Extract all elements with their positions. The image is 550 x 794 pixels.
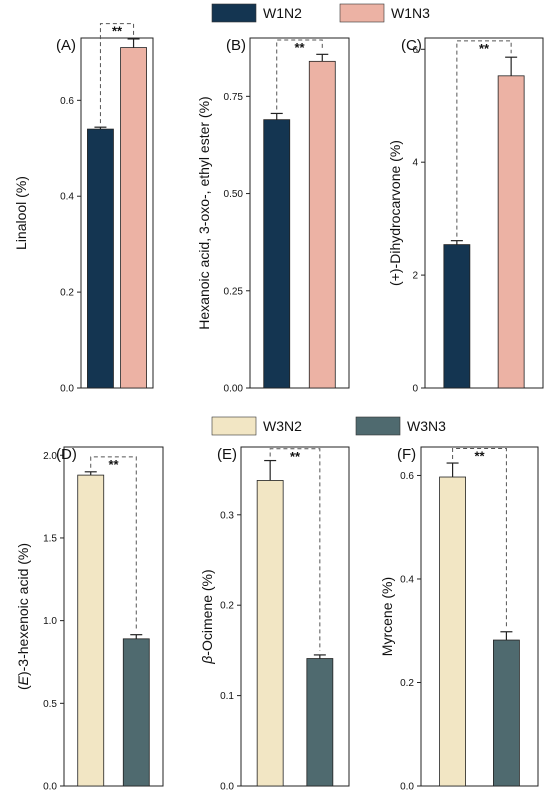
- significance-bracket: [99, 23, 135, 124]
- y-tick-label: 1.0: [43, 616, 57, 627]
- legend-swatch-w3n2: [211, 416, 257, 436]
- significance-label: **: [294, 40, 305, 55]
- bar-w3n3: [122, 638, 150, 787]
- bar-w1n2: [87, 128, 114, 389]
- significance-label: **: [479, 41, 490, 56]
- significance-bracket: [90, 456, 137, 631]
- y-tick-label: 2: [412, 271, 418, 282]
- bar-w3n2: [439, 476, 466, 787]
- legend-label-w1n3: W1N3: [391, 5, 430, 21]
- plot-frame: [80, 37, 154, 389]
- significance-bracket: [276, 39, 323, 110]
- y-tick-label: 6: [412, 45, 418, 56]
- plot-frame: [420, 446, 539, 787]
- legend-top: W1N2 W1N3: [211, 3, 430, 23]
- y-tick-label: 4: [412, 158, 418, 169]
- y-tick-label: 0.50: [224, 189, 244, 200]
- bar-w3n3: [493, 639, 520, 787]
- legend-label-w3n2: W3N2: [263, 418, 302, 434]
- y-tick-label: 0.5: [43, 699, 57, 710]
- legend-bottom: W3N2 W3N3: [211, 416, 446, 436]
- y-tick-label: 0.6: [60, 96, 74, 107]
- panel-label: (C): [401, 37, 422, 54]
- y-tick-label: 0.4: [400, 574, 414, 585]
- y-tick-label: 0.3: [220, 510, 234, 521]
- panel-c: 0 2 4 6(C) (+)-Dihydrocarvone (%) **: [387, 37, 544, 395]
- panel-label: (F): [397, 446, 416, 463]
- y-tick-label: 0.2: [220, 601, 234, 612]
- bar-w1n3: [120, 47, 147, 389]
- y-tick-label: 0.4: [60, 192, 74, 203]
- y-axis-title: Linalool (%): [13, 176, 29, 250]
- y-axis-title: (+)-Dihydrocarvone (%): [387, 140, 403, 286]
- y-tick-label: 0.1: [220, 691, 234, 702]
- panel-b: 0.00 0.25 0.50 0.75 (B) Hexanoic acid, 3-oxo-…: [196, 37, 350, 395]
- panel-e: 0.0 0.1 0.2 0.3 (E) β-Ocimene (%) **: [199, 446, 350, 793]
- y-tick-label: 0.00: [224, 384, 244, 395]
- y-tick-label: 0.75: [224, 92, 244, 103]
- bar-w3n2: [77, 474, 105, 787]
- bar-w1n3: [308, 60, 336, 389]
- plot-frame: [249, 37, 350, 389]
- significance-bracket: [452, 448, 507, 628]
- legend-swatch-w1n3: [339, 3, 385, 23]
- legend-label-w3n3: W3N3: [407, 418, 446, 434]
- bar-w1n2: [263, 119, 291, 389]
- y-tick-label: 0.0: [400, 782, 414, 793]
- bar-w1n3: [497, 75, 525, 389]
- panel-label: (A): [56, 37, 76, 54]
- panel-f: 0.0 0.2 0.4 0.6 (F) Myrcene (%) **: [379, 446, 539, 793]
- y-tick-label: 2.0: [43, 451, 57, 462]
- y-tick-label: 0.25: [224, 286, 244, 297]
- y-tick-label: 0.0: [220, 782, 234, 793]
- y-tick-label: 0.6: [400, 471, 414, 482]
- y-tick-label: 1.5: [43, 533, 57, 544]
- plot-frame: [63, 446, 164, 787]
- y-tick-label: 0.0: [43, 782, 57, 793]
- significance-label: **: [290, 449, 301, 464]
- y-tick-label: 0.2: [60, 288, 74, 299]
- y-tick-label: 0: [412, 384, 418, 395]
- panel-label: (B): [226, 37, 246, 54]
- plot-frame: [240, 446, 350, 787]
- bar-w3n3: [306, 658, 334, 787]
- significance-label: **: [108, 457, 119, 472]
- y-axis-title: Myrcene (%): [379, 577, 395, 656]
- y-axis-title: β-Ocimene (%): [199, 569, 215, 664]
- bar-w3n2: [256, 480, 284, 787]
- significance-label: **: [112, 24, 123, 39]
- legend-swatch-w1n2: [211, 3, 257, 23]
- plot-frame: [424, 37, 544, 389]
- significance-bracket: [269, 448, 321, 651]
- panel-label: (E): [217, 446, 237, 463]
- panel-label: (D): [56, 446, 77, 463]
- significance-label: **: [474, 449, 485, 464]
- chart-panels: 0.00.20.40.6(A)Linalool (%)**0.000.250.5…: [13, 23, 544, 793]
- legend-swatch-w3n3: [355, 416, 401, 436]
- y-axis-title: (E)-3-hexenoic acid (%): [15, 543, 31, 690]
- legend-label-w1n2: W1N2: [263, 5, 302, 21]
- y-tick-label: 0.0: [60, 384, 74, 395]
- panel-a: 0.0 0.2 0.4 0.6 (A) Linalool (%) **: [13, 23, 154, 395]
- panel-d: 0.0 0.5 1.0 1.5 2.0 (D) (E)-3-hexenoic acid (%…: [15, 446, 164, 793]
- bar-w1n2: [443, 244, 471, 389]
- y-tick-label: 0.2: [400, 678, 414, 689]
- y-axis-title: Hexanoic acid, 3-oxo-, ethyl ester (%): [196, 96, 212, 329]
